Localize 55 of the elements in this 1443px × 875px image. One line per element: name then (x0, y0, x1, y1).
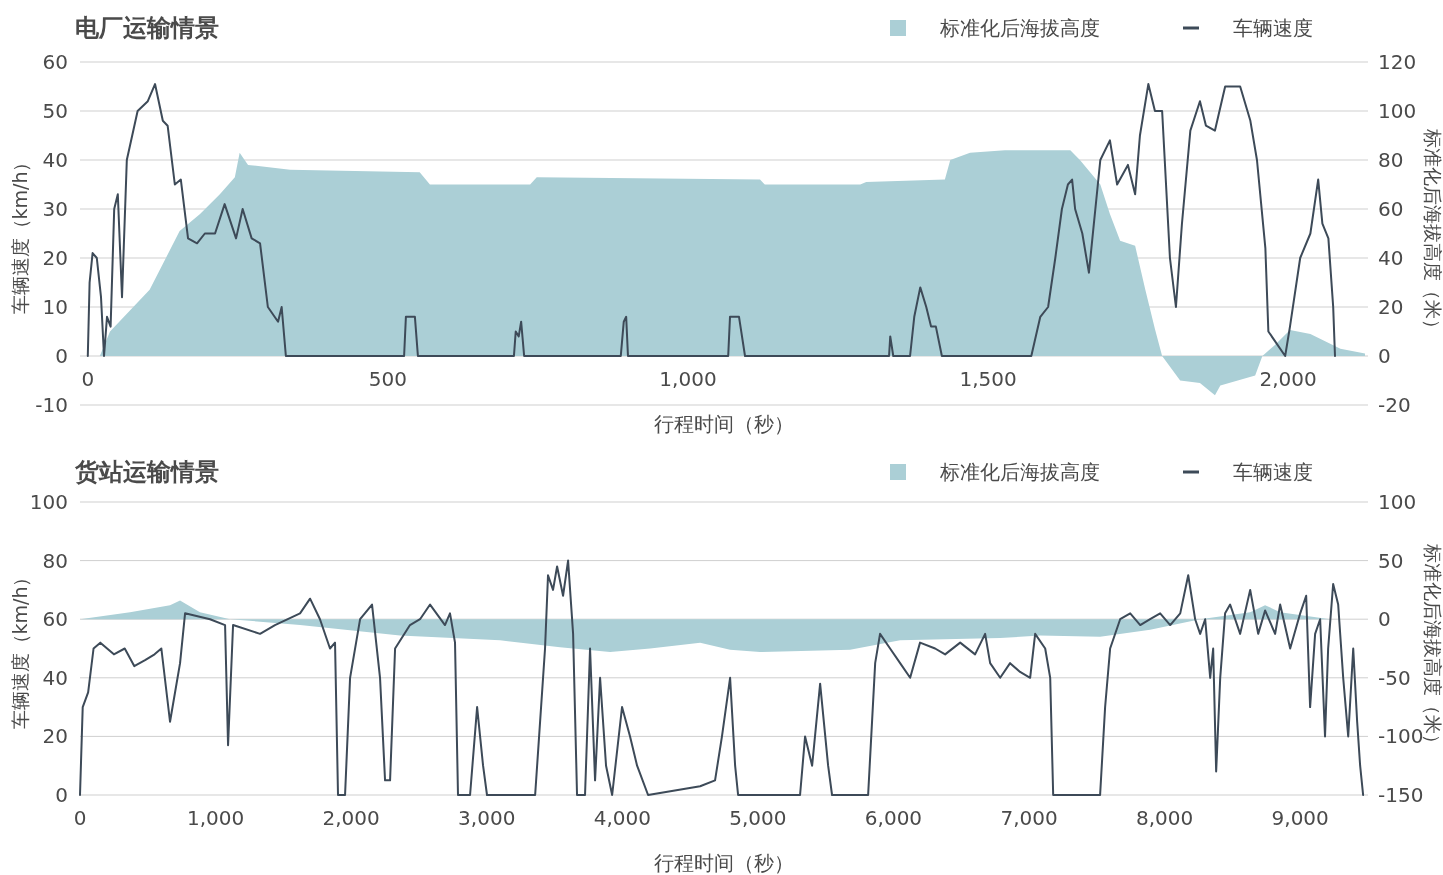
y2-tick-label: -50 (1378, 665, 1411, 690)
y2-tick-label: 60 (1378, 197, 1404, 221)
y2-tick-label: -150 (1378, 783, 1424, 807)
y2-tick-label: 50 (1378, 548, 1404, 573)
y2-tick-label: -20 (1378, 393, 1411, 417)
y2-tick-label: -100 (1378, 724, 1424, 749)
x-tick-label: 4,000 (593, 806, 651, 830)
y-tick-label: 60 (42, 50, 68, 74)
y-tick-label: 100 (29, 490, 68, 514)
x-tick-label: 1,000 (186, 806, 245, 830)
y-axis-title: 车辆速度（km/h） (9, 152, 31, 315)
legend-label: 车辆速度 (1233, 16, 1313, 40)
y2-tick-label: 80 (1378, 148, 1404, 172)
y2-tick-label: 40 (1378, 246, 1404, 270)
y-tick-label: 0 (55, 783, 68, 807)
y-axis-title: 车辆速度（km/h） (9, 567, 31, 730)
x-tick-label: 2,000 (1259, 367, 1317, 391)
y2-axis-title: 标准化后海拔高度（米） (1422, 128, 1443, 338)
y-tick-label: 60 (42, 607, 68, 632)
x-tick-label: 1,000 (659, 367, 717, 391)
x-tick-label: 0 (81, 367, 95, 391)
x-tick-label: 9,000 (1271, 806, 1329, 830)
y-tick-label: -10 (35, 393, 68, 417)
y-tick-label: 40 (42, 665, 68, 690)
y-tick-label: 40 (42, 148, 68, 172)
y2-tick-label: 0 (1378, 607, 1391, 632)
x-tick-label: 1,500 (959, 367, 1017, 391)
legend-label: 标准化后海拔高度 (939, 460, 1100, 484)
y-tick-label: 20 (42, 724, 68, 749)
legend-label: 车辆速度 (1233, 460, 1313, 484)
y-tick-label: 80 (42, 548, 68, 573)
x-tick-label: 3,000 (458, 806, 516, 830)
y-tick-label: 30 (42, 197, 68, 221)
chart-title: 电厂运输情景 (75, 14, 219, 42)
y2-tick-label: 120 (1378, 50, 1417, 74)
x-tick-label: 6,000 (864, 806, 923, 830)
y-tick-label: 50 (42, 99, 68, 123)
x-tick-label: 0 (73, 806, 87, 830)
y-tick-label: 10 (42, 295, 68, 319)
legend-label: 标准化后海拔高度 (939, 16, 1100, 40)
y2-axis-title: 标准化后海拔高度（米） (1422, 543, 1443, 753)
y2-tick-label: 20 (1378, 295, 1404, 319)
y2-tick-label: 100 (1378, 490, 1417, 514)
x-tick-label: 8,000 (1136, 806, 1194, 830)
x-tick-label: 500 (368, 367, 407, 391)
x-tick-label: 5,000 (729, 806, 787, 830)
chart-title: 货站运输情景 (74, 458, 219, 486)
x-tick-label: 2,000 (322, 806, 380, 830)
x-axis-title: 行程时间（秒） (654, 851, 794, 875)
y-tick-label: 20 (42, 246, 68, 270)
x-axis-title: 行程时间（秒） (654, 412, 794, 436)
y2-tick-label: 100 (1378, 99, 1417, 123)
x-tick-label: 7,000 (1000, 806, 1058, 830)
y-tick-label: 0 (55, 344, 68, 368)
y2-tick-label: 0 (1378, 344, 1391, 368)
